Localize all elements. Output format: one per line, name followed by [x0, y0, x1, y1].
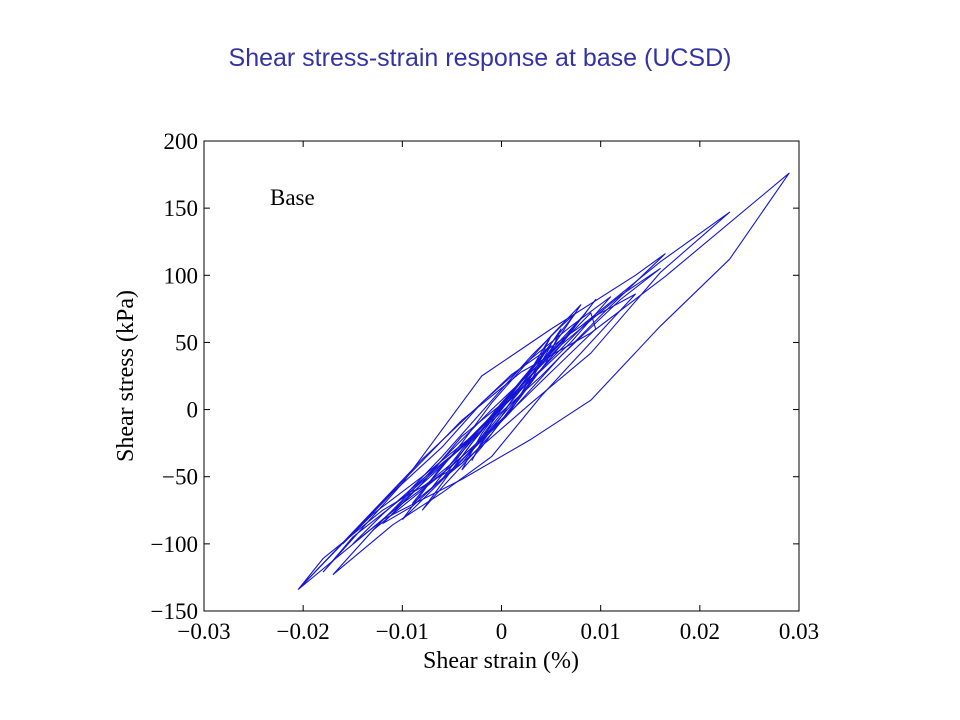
x-tick-label: −0.02 [277, 619, 330, 644]
slide-title: Shear stress-strain response at base (UC… [228, 44, 732, 72]
base-annotation: Base [270, 185, 315, 210]
y-tick-label: 50 [175, 330, 198, 355]
y-tick-label: −150 [151, 599, 198, 624]
x-tick-label: 0.02 [680, 619, 720, 644]
hysteresis-loop-16 [382, 268, 661, 525]
axis-ticks [203, 140, 800, 612]
y-tick-label: −50 [162, 465, 198, 490]
hysteresis-loop-3 [322, 253, 666, 573]
y-axis-label: Shear stress (kPa) [113, 290, 139, 462]
y-tick-label: 200 [164, 129, 199, 154]
x-tick-label: 0.01 [581, 619, 621, 644]
hysteresis-loop-11 [461, 357, 542, 471]
x-axis-label: Shear strain (%) [423, 648, 579, 674]
y-tick-label: 100 [164, 263, 199, 288]
hysteresis-loop-13 [342, 296, 612, 545]
x-tick-label: −0.01 [376, 619, 429, 644]
x-tick-labels: −0.03 −0.02 −0.01 0 0.01 0.02 0.03 [177, 619, 819, 644]
x-tick-label: 0 [496, 619, 508, 644]
y-tick-labels: −150 −100 −50 0 50 100 150 200 [151, 129, 198, 624]
y-tick-label: 0 [187, 398, 199, 423]
hysteresis-loop-14 [352, 312, 597, 545]
y-tick-label: 150 [164, 196, 199, 221]
plot-area [203, 140, 800, 612]
y-tick-label: −100 [151, 532, 198, 557]
x-tick-label: 0.03 [779, 619, 819, 644]
x-tick-label: −0.03 [177, 619, 230, 644]
series-group [297, 172, 790, 590]
hysteresis-loop-2 [297, 211, 731, 590]
